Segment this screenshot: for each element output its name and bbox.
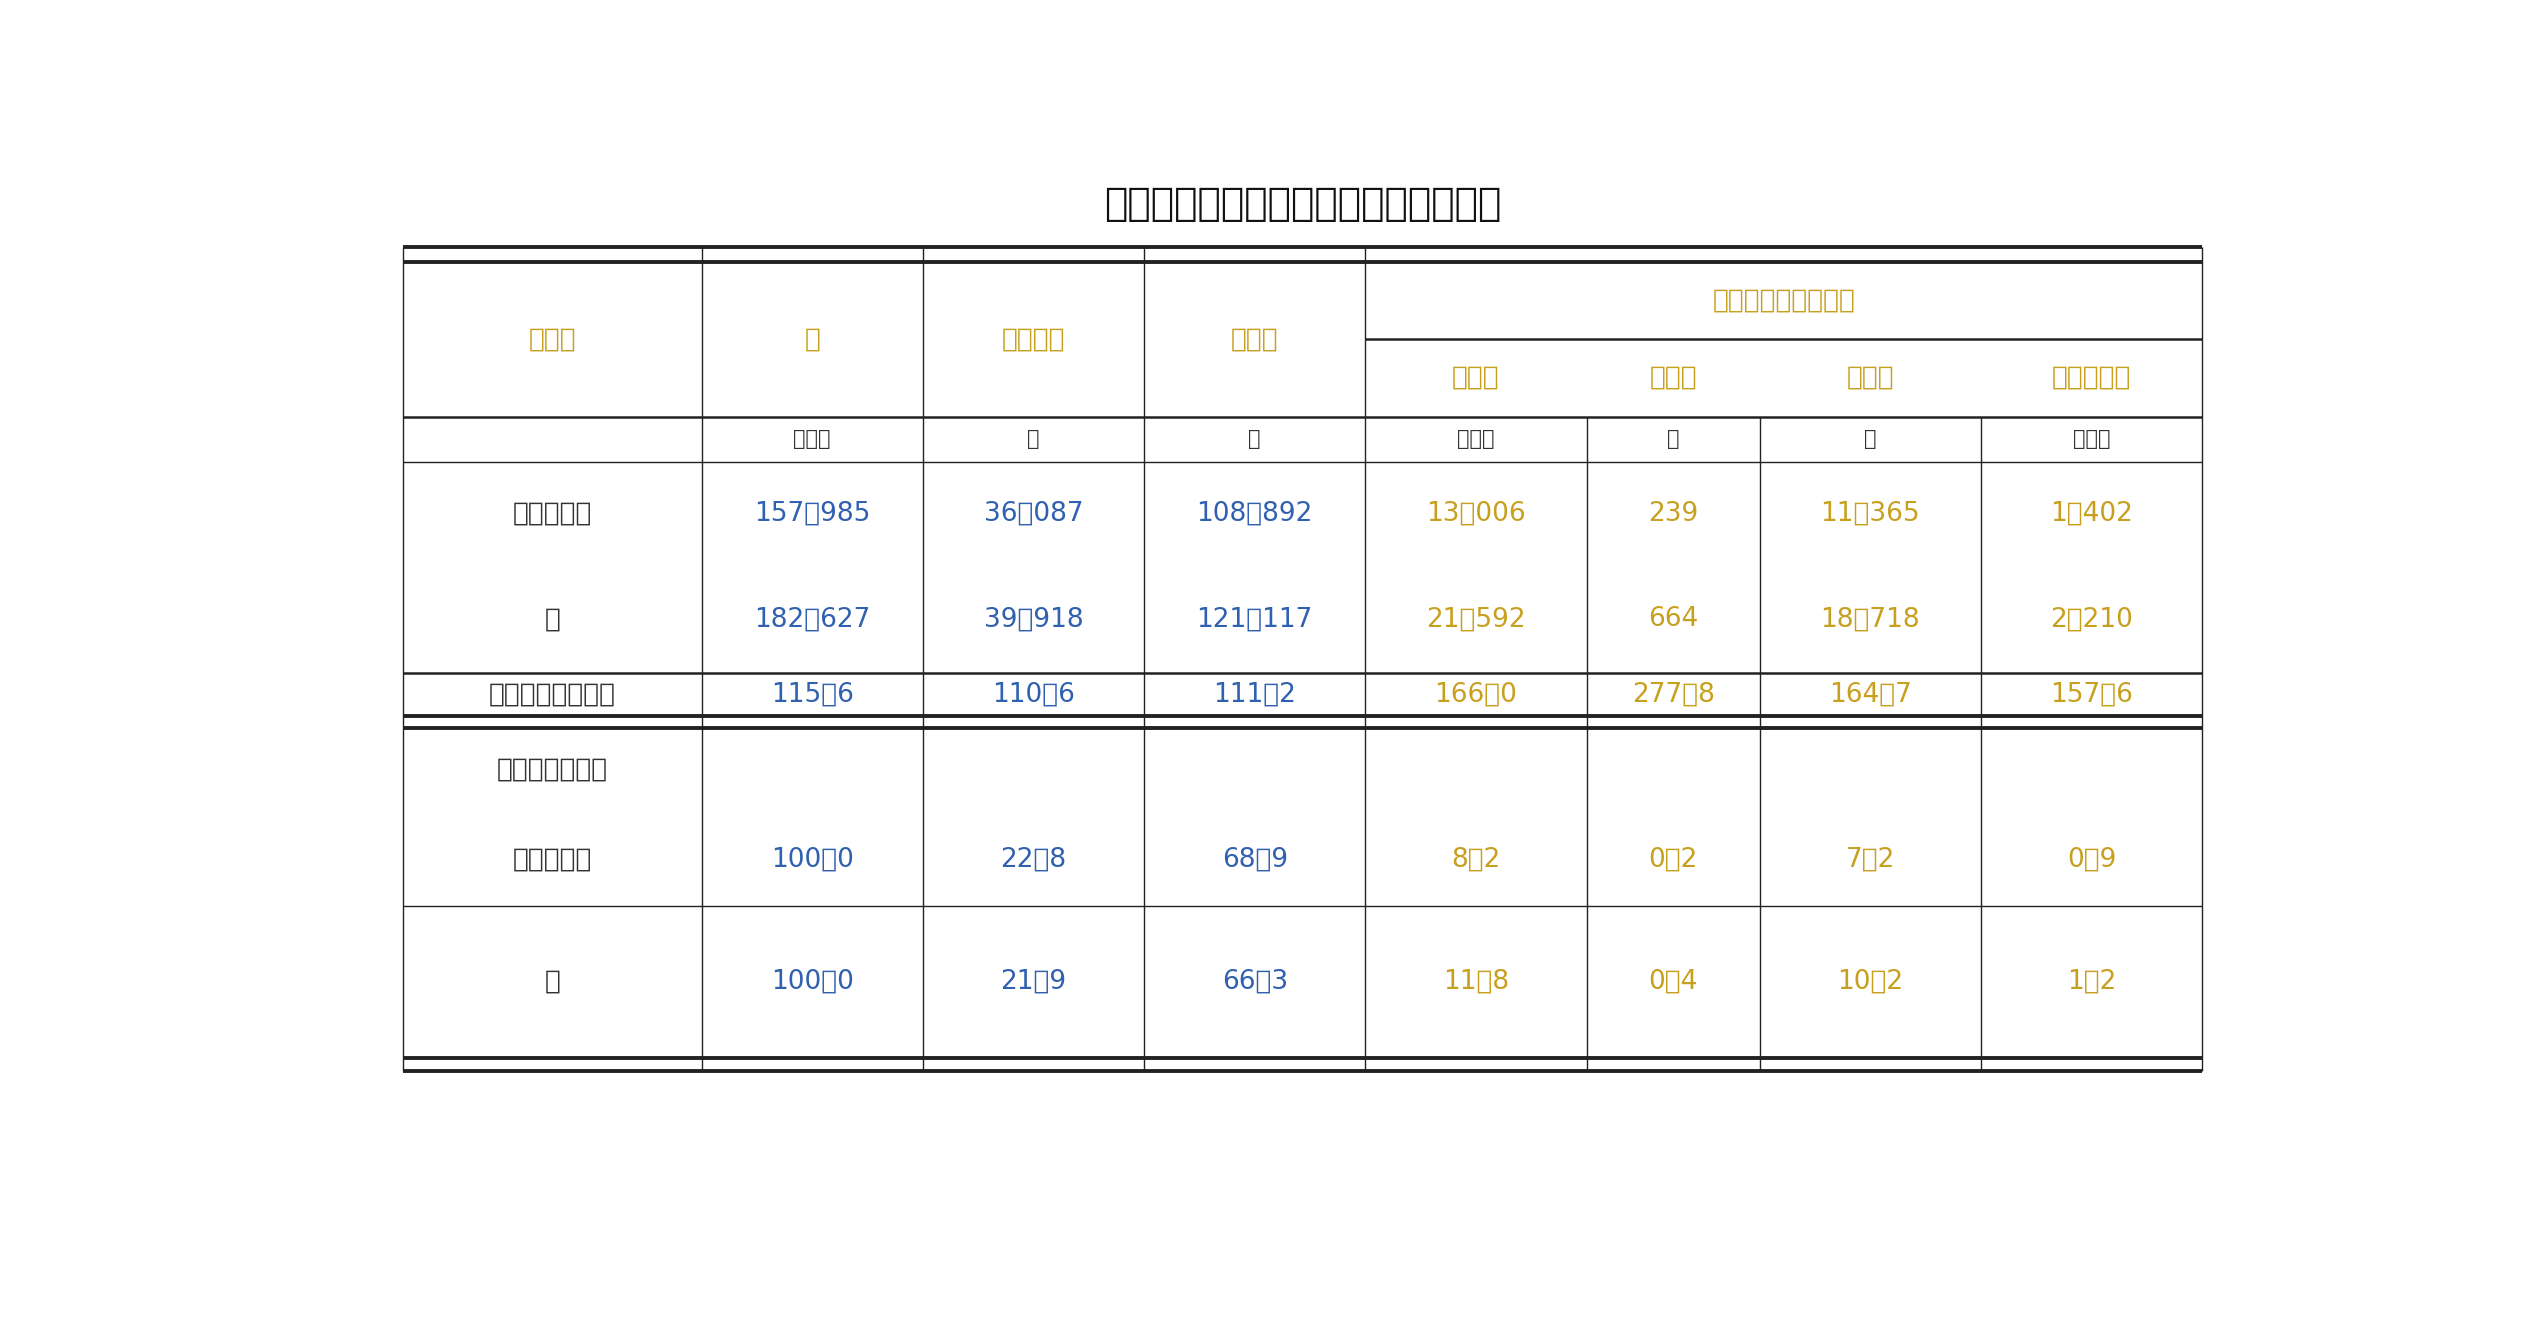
Text: イノシシ: イノシシ [1002, 327, 1065, 353]
Text: 164．7: 164．7 [1829, 681, 1912, 707]
Text: 110．6: 110．6 [992, 681, 1075, 707]
Text: 21．9: 21．9 [1002, 969, 1067, 994]
Text: ５: ５ [545, 606, 560, 632]
Text: 表　野生鳥獣の解体頭・羽数（全国）: 表 野生鳥獣の解体頭・羽数（全国） [1105, 184, 1501, 223]
Text: そ　の　他　鳥　獣: そ の 他 鳥 獣 [1713, 287, 1854, 313]
Text: そ　の　他: そ の 他 [2051, 365, 2132, 391]
Text: 小　計: 小 計 [1453, 365, 1499, 391]
Text: 1，402: 1，402 [2051, 500, 2132, 527]
Text: 121，117: 121，117 [1196, 606, 1312, 632]
Text: 8．2: 8．2 [1451, 847, 1501, 872]
Text: 68．9: 68．9 [1221, 847, 1287, 872]
Text: ク　マ: ク マ [1650, 365, 1698, 391]
Text: 100．0: 100．0 [770, 847, 853, 872]
Text: 令和４年度: 令和４年度 [512, 847, 593, 872]
Text: 構成割合（％）: 構成割合（％） [497, 757, 608, 784]
Text: 13，006: 13，006 [1425, 500, 1526, 527]
Text: 108，892: 108，892 [1196, 500, 1312, 527]
Text: 7．2: 7．2 [1847, 847, 1895, 872]
Text: ５: ５ [545, 969, 560, 994]
Text: 166．0: 166．0 [1436, 681, 1516, 707]
Text: 39，918: 39，918 [984, 606, 1082, 632]
Text: 115．6: 115．6 [770, 681, 853, 707]
Text: 11．8: 11．8 [1443, 969, 1509, 994]
Text: 11，365: 11，365 [1822, 500, 1920, 527]
Text: 18，718: 18，718 [1822, 606, 1920, 632]
Text: 239: 239 [1648, 500, 1698, 527]
Text: 計: 計 [805, 327, 820, 353]
Text: 頭・羽: 頭・羽 [1458, 429, 1494, 449]
Text: 10．2: 10．2 [1837, 969, 1902, 994]
Text: 66．3: 66．3 [1221, 969, 1287, 994]
Text: 111．2: 111．2 [1214, 681, 1297, 707]
Text: 22．8: 22．8 [1002, 847, 1067, 872]
Text: 対前年度比（％）: 対前年度比（％） [489, 681, 616, 707]
Text: 0．4: 0．4 [1648, 969, 1698, 994]
Text: 頭: 頭 [1668, 429, 1680, 449]
Text: 区　分: 区 分 [530, 327, 575, 353]
Text: 頭: 頭 [1027, 429, 1039, 449]
Text: 0．9: 0．9 [2066, 847, 2117, 872]
Text: 277．8: 277．8 [1632, 681, 1716, 707]
Text: 羽: 羽 [1864, 429, 1877, 449]
Text: シ　カ: シ カ [1231, 327, 1279, 353]
Text: 157，985: 157，985 [754, 500, 870, 527]
Text: 157．6: 157．6 [2051, 681, 2132, 707]
Text: 664: 664 [1648, 606, 1698, 632]
Text: 頭: 頭 [1249, 429, 1262, 449]
Text: 鳥　類: 鳥 類 [1847, 365, 1895, 391]
Text: 2，210: 2，210 [2051, 606, 2132, 632]
Text: 100．0: 100．0 [770, 969, 853, 994]
Text: 21，592: 21，592 [1425, 606, 1526, 632]
Text: 頭・羽: 頭・羽 [2074, 429, 2109, 449]
Text: 令和４年度: 令和４年度 [512, 500, 593, 527]
Text: 頭・羽: 頭・羽 [792, 429, 830, 449]
Text: 0．2: 0．2 [1648, 847, 1698, 872]
Text: 36，087: 36，087 [984, 500, 1082, 527]
Text: 182，627: 182，627 [754, 606, 870, 632]
Text: 1．2: 1．2 [2066, 969, 2117, 994]
